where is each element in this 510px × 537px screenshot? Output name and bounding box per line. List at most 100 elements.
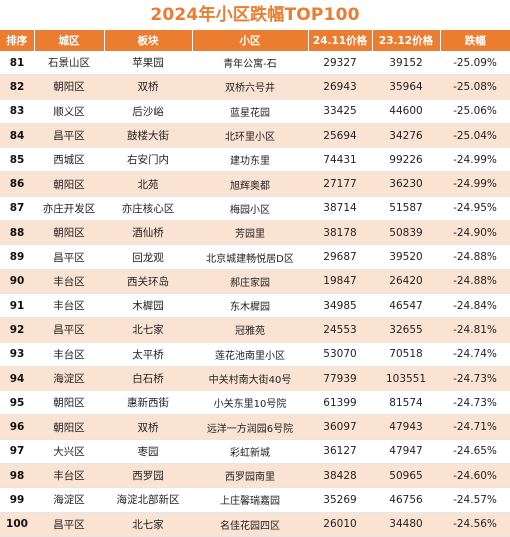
table-row: 95 朝阳区 惠新西街 小关东里10号院 61399 81574 -24.73% bbox=[0, 390, 510, 416]
cell-price-2312: 39520 bbox=[372, 244, 440, 270]
table-row: 92 昌平区 北七家 冠雅苑 24553 32655 -24.81% bbox=[0, 317, 510, 343]
cell-area: 枣园 bbox=[104, 439, 192, 465]
cell-community: 双桥六号井 bbox=[192, 74, 308, 100]
cell-community: 冠雅苑 bbox=[192, 317, 308, 343]
cell-district: 昌平区 bbox=[34, 512, 104, 537]
table-row: 89 昌平区 回龙观 北京城建畅悦居D区 29687 39520 -24.88% bbox=[0, 244, 510, 270]
cell-rank: 86 bbox=[0, 171, 34, 197]
cell-community: 旭辉奥都 bbox=[192, 171, 308, 197]
cell-rank: 91 bbox=[0, 293, 34, 319]
cell-community: 芳园里 bbox=[192, 220, 308, 246]
cell-price-2312: 39152 bbox=[372, 51, 440, 76]
cell-area: 酒仙桥 bbox=[104, 220, 192, 246]
cell-price-2312: 34276 bbox=[372, 123, 440, 149]
cell-district: 西城区 bbox=[34, 147, 104, 173]
page-title: 2024年小区跌幅TOP100 bbox=[150, 5, 360, 25]
cell-price-2312: 103551 bbox=[372, 366, 440, 392]
table-row: 88 朝阳区 酒仙桥 芳园里 38178 50839 -24.90% bbox=[0, 220, 510, 246]
cell-rank: 92 bbox=[0, 317, 34, 343]
cell-district: 朝阳区 bbox=[34, 220, 104, 246]
column-header-price-2411: 24.11价格 bbox=[308, 30, 373, 51]
cell-decline: -24.84% bbox=[440, 293, 510, 319]
cell-area: 北苑 bbox=[104, 171, 192, 197]
cell-rank: 89 bbox=[0, 244, 34, 270]
cell-area: 西罗园 bbox=[104, 463, 192, 489]
cell-district: 丰台区 bbox=[34, 342, 104, 367]
cell-community: 西罗园南里 bbox=[192, 463, 308, 489]
cell-area: 亦庄核心区 bbox=[104, 196, 192, 222]
cell-price-2312: 50839 bbox=[372, 220, 440, 246]
cell-price-2312: 32655 bbox=[372, 317, 440, 343]
cell-area: 右安门内 bbox=[104, 147, 192, 173]
cell-price-2312: 47947 bbox=[372, 439, 440, 465]
cell-district: 大兴区 bbox=[34, 439, 104, 465]
cell-decline: -24.73% bbox=[440, 390, 510, 416]
cell-community: 青年公寓-石 bbox=[192, 51, 308, 76]
cell-price-2411: 61399 bbox=[308, 390, 372, 416]
cell-district: 顺义区 bbox=[34, 99, 104, 124]
cell-price-2312: 36230 bbox=[372, 171, 440, 197]
table-row: 83 顺义区 后沙峪 蓝星花园 33425 44600 -25.06% bbox=[0, 99, 510, 124]
cell-rank: 81 bbox=[0, 51, 34, 76]
cell-decline: -24.88% bbox=[440, 269, 510, 294]
cell-area: 北七家 bbox=[104, 512, 192, 537]
table-row: 96 朝阳区 双桥 远洋一方润园6号院 36097 47943 -24.71% bbox=[0, 414, 510, 440]
cell-decline: -24.65% bbox=[440, 439, 510, 465]
cell-decline: -24.88% bbox=[440, 244, 510, 270]
column-header-community: 小区 bbox=[192, 30, 309, 51]
cell-community: 中关村南大街40号 bbox=[192, 366, 308, 392]
ranking-document: 2024年小区跌幅TOP100 排序 城区 板块 小区 24.11价格 23.1… bbox=[0, 5, 510, 537]
cell-rank: 83 bbox=[0, 99, 34, 124]
cell-district: 丰台区 bbox=[34, 463, 104, 489]
cell-area: 惠新西街 bbox=[104, 390, 192, 416]
cell-rank: 94 bbox=[0, 366, 34, 392]
cell-decline: -24.99% bbox=[440, 147, 510, 173]
cell-community: 小关东里10号院 bbox=[192, 390, 308, 416]
table-row: 84 昌平区 鼓楼大街 北环里小区 25694 34276 -25.04% bbox=[0, 123, 510, 149]
cell-price-2411: 24553 bbox=[308, 317, 372, 343]
cell-district: 亦庄开发区 bbox=[34, 196, 104, 222]
cell-price-2411: 36127 bbox=[308, 439, 372, 465]
cell-decline: -24.56% bbox=[440, 512, 510, 537]
cell-rank: 87 bbox=[0, 196, 34, 222]
cell-rank: 97 bbox=[0, 439, 34, 465]
cell-decline: -24.81% bbox=[440, 317, 510, 343]
cell-community: 郝庄家园 bbox=[192, 269, 308, 294]
cell-rank: 82 bbox=[0, 74, 34, 100]
table-row: 91 丰台区 木樨园 东木樨园 34985 46547 -24.84% bbox=[0, 293, 510, 319]
cell-community: 彩虹新城 bbox=[192, 439, 308, 465]
cell-district: 昌平区 bbox=[34, 123, 104, 149]
cell-area: 双桥 bbox=[104, 74, 192, 100]
table-row: 87 亦庄开发区 亦庄核心区 梅园小区 38714 51587 -24.95% bbox=[0, 196, 510, 222]
cell-area: 白石桥 bbox=[104, 366, 192, 392]
cell-rank: 98 bbox=[0, 463, 34, 489]
cell-price-2312: 44600 bbox=[372, 99, 440, 124]
column-header-decline: 跌幅 bbox=[440, 30, 510, 51]
cell-price-2411: 26943 bbox=[308, 74, 372, 100]
column-header-rank: 排序 bbox=[0, 30, 35, 51]
cell-area: 北七家 bbox=[104, 317, 192, 343]
cell-price-2312: 51587 bbox=[372, 196, 440, 222]
table-row: 94 海淀区 白石桥 中关村南大街40号 77939 103551 -24.73% bbox=[0, 366, 510, 392]
table-header-row: 排序 城区 板块 小区 24.11价格 23.12价格 跌幅 bbox=[0, 30, 510, 51]
cell-price-2411: 33425 bbox=[308, 99, 372, 124]
cell-decline: -24.99% bbox=[440, 171, 510, 197]
table-row: 82 朝阳区 双桥 双桥六号井 26943 35964 -25.08% bbox=[0, 74, 510, 100]
cell-community: 建功东里 bbox=[192, 147, 308, 173]
cell-price-2411: 77939 bbox=[308, 366, 372, 392]
table-row: 98 丰台区 西罗园 西罗园南里 38428 50965 -24.60% bbox=[0, 463, 510, 489]
cell-price-2312: 35964 bbox=[372, 74, 440, 100]
cell-price-2411: 19847 bbox=[308, 269, 372, 294]
cell-price-2312: 26420 bbox=[372, 269, 440, 294]
cell-rank: 96 bbox=[0, 414, 34, 440]
cell-decline: -24.95% bbox=[440, 196, 510, 222]
cell-community: 梅园小区 bbox=[192, 196, 308, 222]
cell-price-2411: 53070 bbox=[308, 342, 372, 367]
cell-decline: -24.60% bbox=[440, 463, 510, 489]
cell-rank: 95 bbox=[0, 390, 34, 416]
cell-price-2312: 81574 bbox=[372, 390, 440, 416]
cell-price-2312: 34480 bbox=[372, 512, 440, 537]
table-body: 81 石景山区 苹果园 青年公寓-石 29327 39152 -25.09% 82 朝阳区 双桥双… bbox=[0, 51, 510, 537]
cell-price-2411: 74431 bbox=[308, 147, 372, 173]
cell-area: 鼓楼大街 bbox=[104, 123, 192, 149]
